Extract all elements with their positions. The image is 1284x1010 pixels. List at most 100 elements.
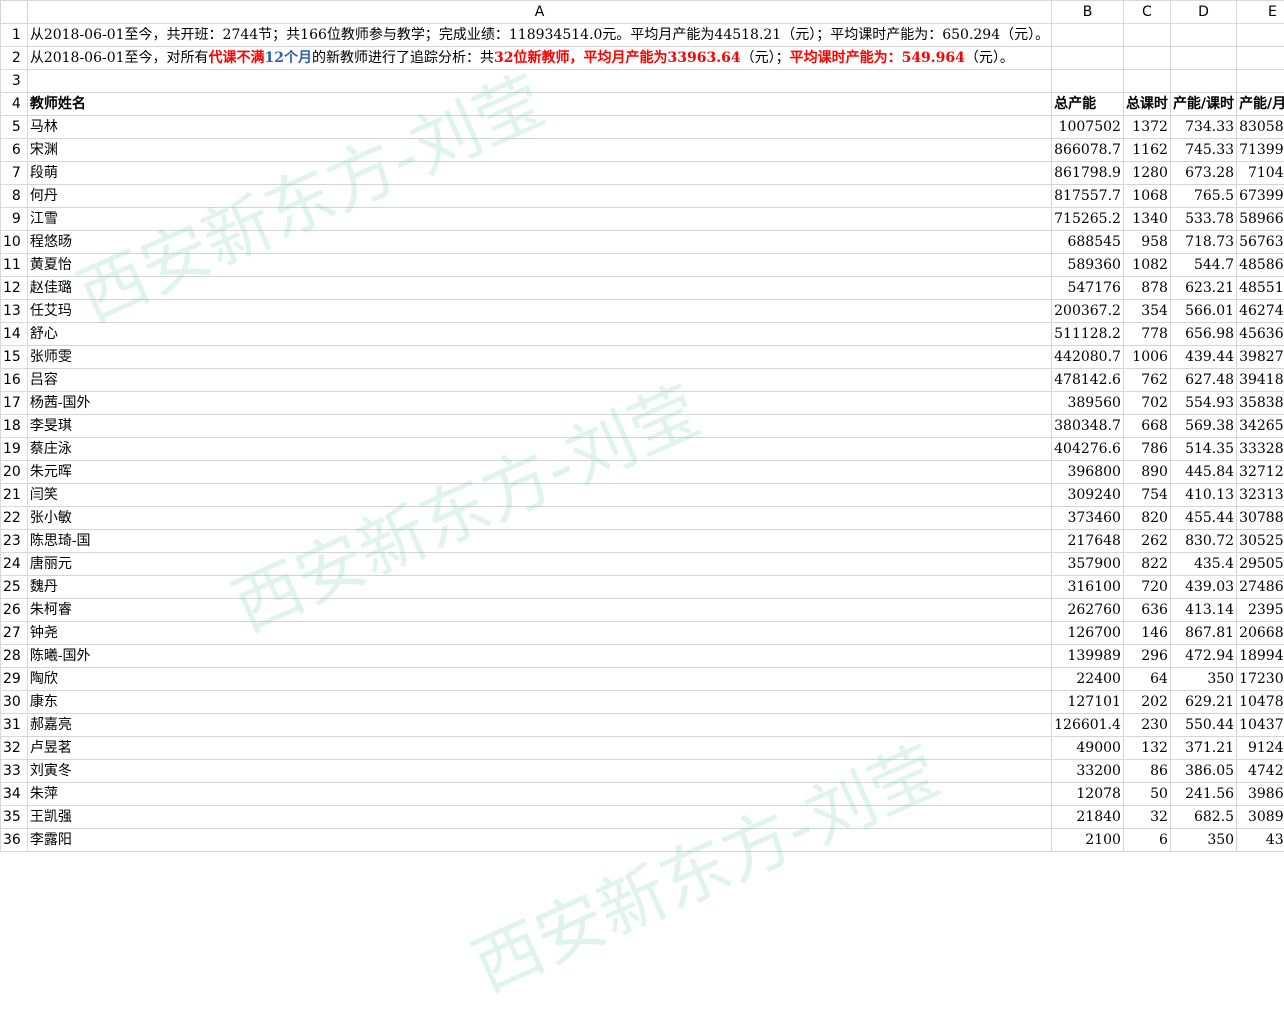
data-cell[interactable]: 455.44 <box>1170 507 1236 530</box>
data-cell[interactable]: 439.44 <box>1170 346 1236 369</box>
data-cell[interactable]: 718.73 <box>1170 231 1236 254</box>
data-cell[interactable]: 380348.7 <box>1052 415 1124 438</box>
data-cell[interactable]: 547176 <box>1052 277 1124 300</box>
empty-cell[interactable] <box>1123 47 1170 70</box>
data-cell[interactable]: 132 <box>1123 737 1170 760</box>
data-cell[interactable]: 673.28 <box>1170 162 1236 185</box>
teacher-name-cell[interactable]: 郝嘉亮 <box>27 714 1051 737</box>
data-cell[interactable]: 6 <box>1123 829 1170 852</box>
data-cell[interactable]: 511128.2 <box>1052 323 1124 346</box>
row-header-23[interactable]: 23 <box>1 530 28 553</box>
data-cell[interactable]: 354 <box>1123 300 1170 323</box>
summary-cell-a1[interactable]: 从2018-06-01至今，共开班：2744节；共166位教师参与教学；完成业绩… <box>27 24 1051 47</box>
row-header-8[interactable]: 8 <box>1 185 28 208</box>
data-cell[interactable]: 262 <box>1123 530 1170 553</box>
data-cell[interactable]: 296 <box>1123 645 1170 668</box>
row-header-19[interactable]: 19 <box>1 438 28 461</box>
select-all-corner[interactable] <box>1 1 28 24</box>
data-cell[interactable]: 410.13 <box>1170 484 1236 507</box>
data-cell[interactable]: 786 <box>1123 438 1170 461</box>
data-cell[interactable]: 478142.6 <box>1052 369 1124 392</box>
data-cell[interactable]: 20668.84 <box>1237 622 1284 645</box>
column-header-d[interactable]: D <box>1170 1 1236 24</box>
column-header-a[interactable]: A <box>27 1 1051 24</box>
teacher-name-cell[interactable]: 舒心 <box>27 323 1051 346</box>
teacher-name-cell[interactable]: 程悠旸 <box>27 231 1051 254</box>
empty-cell[interactable] <box>1052 47 1124 70</box>
row-header-22[interactable]: 22 <box>1 507 28 530</box>
empty-cell[interactable] <box>1052 24 1124 47</box>
teacher-name-cell[interactable]: 陈曦-国外 <box>27 645 1051 668</box>
data-cell[interactable]: 10478.24 <box>1237 691 1284 714</box>
teacher-name-cell[interactable]: 任艾玛 <box>27 300 1051 323</box>
row-header-3[interactable]: 3 <box>1 70 28 93</box>
data-cell[interactable]: 754 <box>1123 484 1170 507</box>
teacher-name-cell[interactable]: 张师雯 <box>27 346 1051 369</box>
data-cell[interactable]: 734.33 <box>1170 116 1236 139</box>
teacher-name-cell[interactable]: 吕容 <box>27 369 1051 392</box>
data-cell[interactable]: 39827.09 <box>1237 346 1284 369</box>
column-title-1[interactable]: 教师姓名 <box>27 93 1051 116</box>
column-title-5[interactable]: 产能/月 <box>1237 93 1284 116</box>
teacher-name-cell[interactable]: 唐丽元 <box>27 553 1051 576</box>
data-cell[interactable]: 514.35 <box>1170 438 1236 461</box>
row-header-29[interactable]: 29 <box>1 668 28 691</box>
data-cell[interactable]: 21840 <box>1052 806 1124 829</box>
data-cell[interactable]: 867.81 <box>1170 622 1236 645</box>
teacher-name-cell[interactable]: 段萌 <box>27 162 1051 185</box>
data-cell[interactable]: 765.5 <box>1170 185 1236 208</box>
data-cell[interactable]: 17230.77 <box>1237 668 1284 691</box>
data-cell[interactable]: 817557.7 <box>1052 185 1124 208</box>
data-cell[interactable]: 29505.36 <box>1237 553 1284 576</box>
row-header-7[interactable]: 7 <box>1 162 28 185</box>
data-cell[interactable]: 35838.09 <box>1237 392 1284 415</box>
teacher-name-cell[interactable]: 闫笑 <box>27 484 1051 507</box>
data-cell[interactable]: 64 <box>1123 668 1170 691</box>
data-cell[interactable]: 4742.86 <box>1237 760 1284 783</box>
data-cell[interactable]: 569.38 <box>1170 415 1236 438</box>
data-cell[interactable]: 241.56 <box>1170 783 1236 806</box>
teacher-name-cell[interactable]: 江雪 <box>27 208 1051 231</box>
empty-cell[interactable] <box>1123 70 1170 93</box>
row-header-34[interactable]: 34 <box>1 783 28 806</box>
row-header-30[interactable]: 30 <box>1 691 28 714</box>
teacher-name-cell[interactable]: 陶欣 <box>27 668 1051 691</box>
column-header-c[interactable]: C <box>1123 1 1170 24</box>
row-header-36[interactable]: 36 <box>1 829 28 852</box>
data-cell[interactable]: 3089.11 <box>1237 806 1284 829</box>
teacher-name-cell[interactable]: 卢昱茗 <box>27 737 1051 760</box>
row-header-11[interactable]: 11 <box>1 254 28 277</box>
data-cell[interactable]: 762 <box>1123 369 1170 392</box>
data-cell[interactable]: 396800 <box>1052 461 1124 484</box>
data-cell[interactable]: 861798.9 <box>1052 162 1124 185</box>
data-cell[interactable]: 1340 <box>1123 208 1170 231</box>
teacher-name-cell[interactable]: 马林 <box>27 116 1051 139</box>
row-header-33[interactable]: 33 <box>1 760 28 783</box>
data-cell[interactable]: 32 <box>1123 806 1170 829</box>
row-header-14[interactable]: 14 <box>1 323 28 346</box>
data-cell[interactable]: 1162 <box>1123 139 1170 162</box>
data-cell[interactable]: 878 <box>1123 277 1170 300</box>
teacher-name-cell[interactable]: 朱柯睿 <box>27 599 1051 622</box>
row-header-24[interactable]: 24 <box>1 553 28 576</box>
data-cell[interactable]: 309240 <box>1052 484 1124 507</box>
data-cell[interactable]: 49000 <box>1052 737 1124 760</box>
data-cell[interactable]: 46274.18 <box>1237 300 1284 323</box>
data-cell[interactable]: 439.03 <box>1170 576 1236 599</box>
data-cell[interactable]: 12078 <box>1052 783 1124 806</box>
teacher-name-cell[interactable]: 张小敏 <box>27 507 1051 530</box>
data-cell[interactable]: 126601.4 <box>1052 714 1124 737</box>
data-cell[interactable]: 316100 <box>1052 576 1124 599</box>
data-cell[interactable]: 230 <box>1123 714 1170 737</box>
empty-cell[interactable] <box>1170 47 1236 70</box>
data-cell[interactable]: 702 <box>1123 392 1170 415</box>
data-cell[interactable]: 50 <box>1123 783 1170 806</box>
teacher-name-cell[interactable]: 李露阳 <box>27 829 1051 852</box>
empty-cell[interactable] <box>1170 24 1236 47</box>
data-cell[interactable]: 830.72 <box>1170 530 1236 553</box>
data-cell[interactable]: 413.14 <box>1170 599 1236 622</box>
data-cell[interactable]: 56763.81 <box>1237 231 1284 254</box>
data-cell[interactable]: 386.05 <box>1170 760 1236 783</box>
data-cell[interactable]: 778 <box>1123 323 1170 346</box>
data-cell[interactable]: 656.98 <box>1170 323 1236 346</box>
